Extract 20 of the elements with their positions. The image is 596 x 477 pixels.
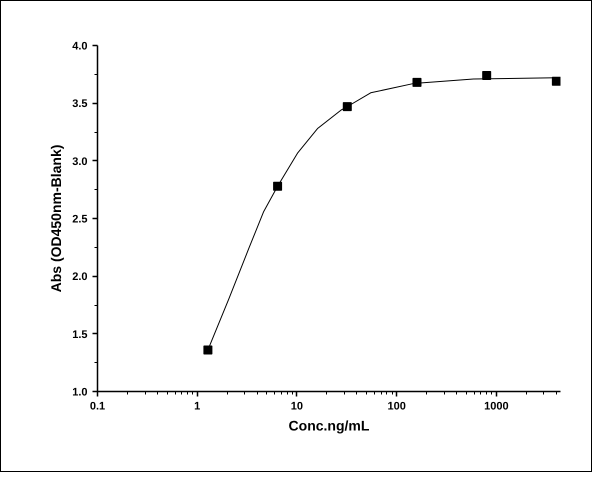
y-tick-label: 3.0 (72, 156, 88, 168)
point (552, 76, 560, 86)
y-tick-label: 2.5 (72, 214, 88, 226)
x-tick-label: 1 (194, 400, 200, 412)
y-tick-label: 3.5 (72, 98, 88, 110)
x-tick-label: 0.1 (90, 400, 106, 412)
x-tick-label: 1000 (484, 400, 509, 412)
y-axis-title: Abs (OD450nm-Blank) (48, 144, 64, 292)
x-axis-title: Conc.ng/mL (288, 418, 370, 434)
point (412, 78, 422, 87)
y-tick-label: 2.0 (72, 271, 88, 284)
point (342, 102, 352, 112)
y-tick-label: 1.0 (72, 386, 88, 398)
x-tick-label: 100 (387, 400, 406, 412)
x-tick-label: 10 (290, 400, 304, 412)
point (273, 182, 282, 191)
point (482, 70, 492, 80)
point (203, 345, 212, 354)
y-tick-label: 1.5 (72, 328, 88, 341)
y-tick-label: 4.0 (72, 40, 88, 52)
